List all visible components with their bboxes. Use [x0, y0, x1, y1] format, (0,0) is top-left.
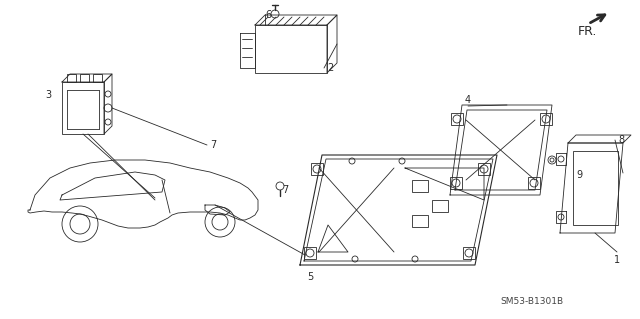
Text: 9: 9 — [576, 170, 582, 180]
Text: SM53-B1301B: SM53-B1301B — [500, 297, 563, 306]
Text: 7: 7 — [210, 140, 216, 150]
Bar — [311, 163, 323, 175]
Text: 6: 6 — [265, 10, 271, 20]
Bar — [412, 215, 428, 227]
Bar — [540, 113, 552, 125]
Bar — [67, 74, 76, 82]
Bar — [80, 74, 89, 82]
Bar — [463, 247, 475, 259]
Text: 2: 2 — [327, 63, 333, 73]
Text: FR.: FR. — [578, 25, 597, 38]
Text: 5: 5 — [307, 272, 313, 282]
Bar — [478, 163, 490, 175]
Bar — [432, 200, 448, 212]
Text: 3: 3 — [45, 90, 51, 100]
Text: 4: 4 — [465, 95, 471, 105]
Bar — [573, 151, 618, 225]
Bar — [450, 177, 462, 189]
Bar — [528, 177, 540, 189]
Bar — [451, 113, 463, 125]
Text: 8: 8 — [618, 135, 624, 145]
Text: 7: 7 — [282, 185, 288, 195]
Bar — [93, 74, 102, 82]
Bar — [255, 25, 327, 73]
Text: 1: 1 — [614, 255, 620, 265]
Bar — [304, 247, 316, 259]
Bar — [412, 180, 428, 192]
Bar — [62, 82, 104, 134]
